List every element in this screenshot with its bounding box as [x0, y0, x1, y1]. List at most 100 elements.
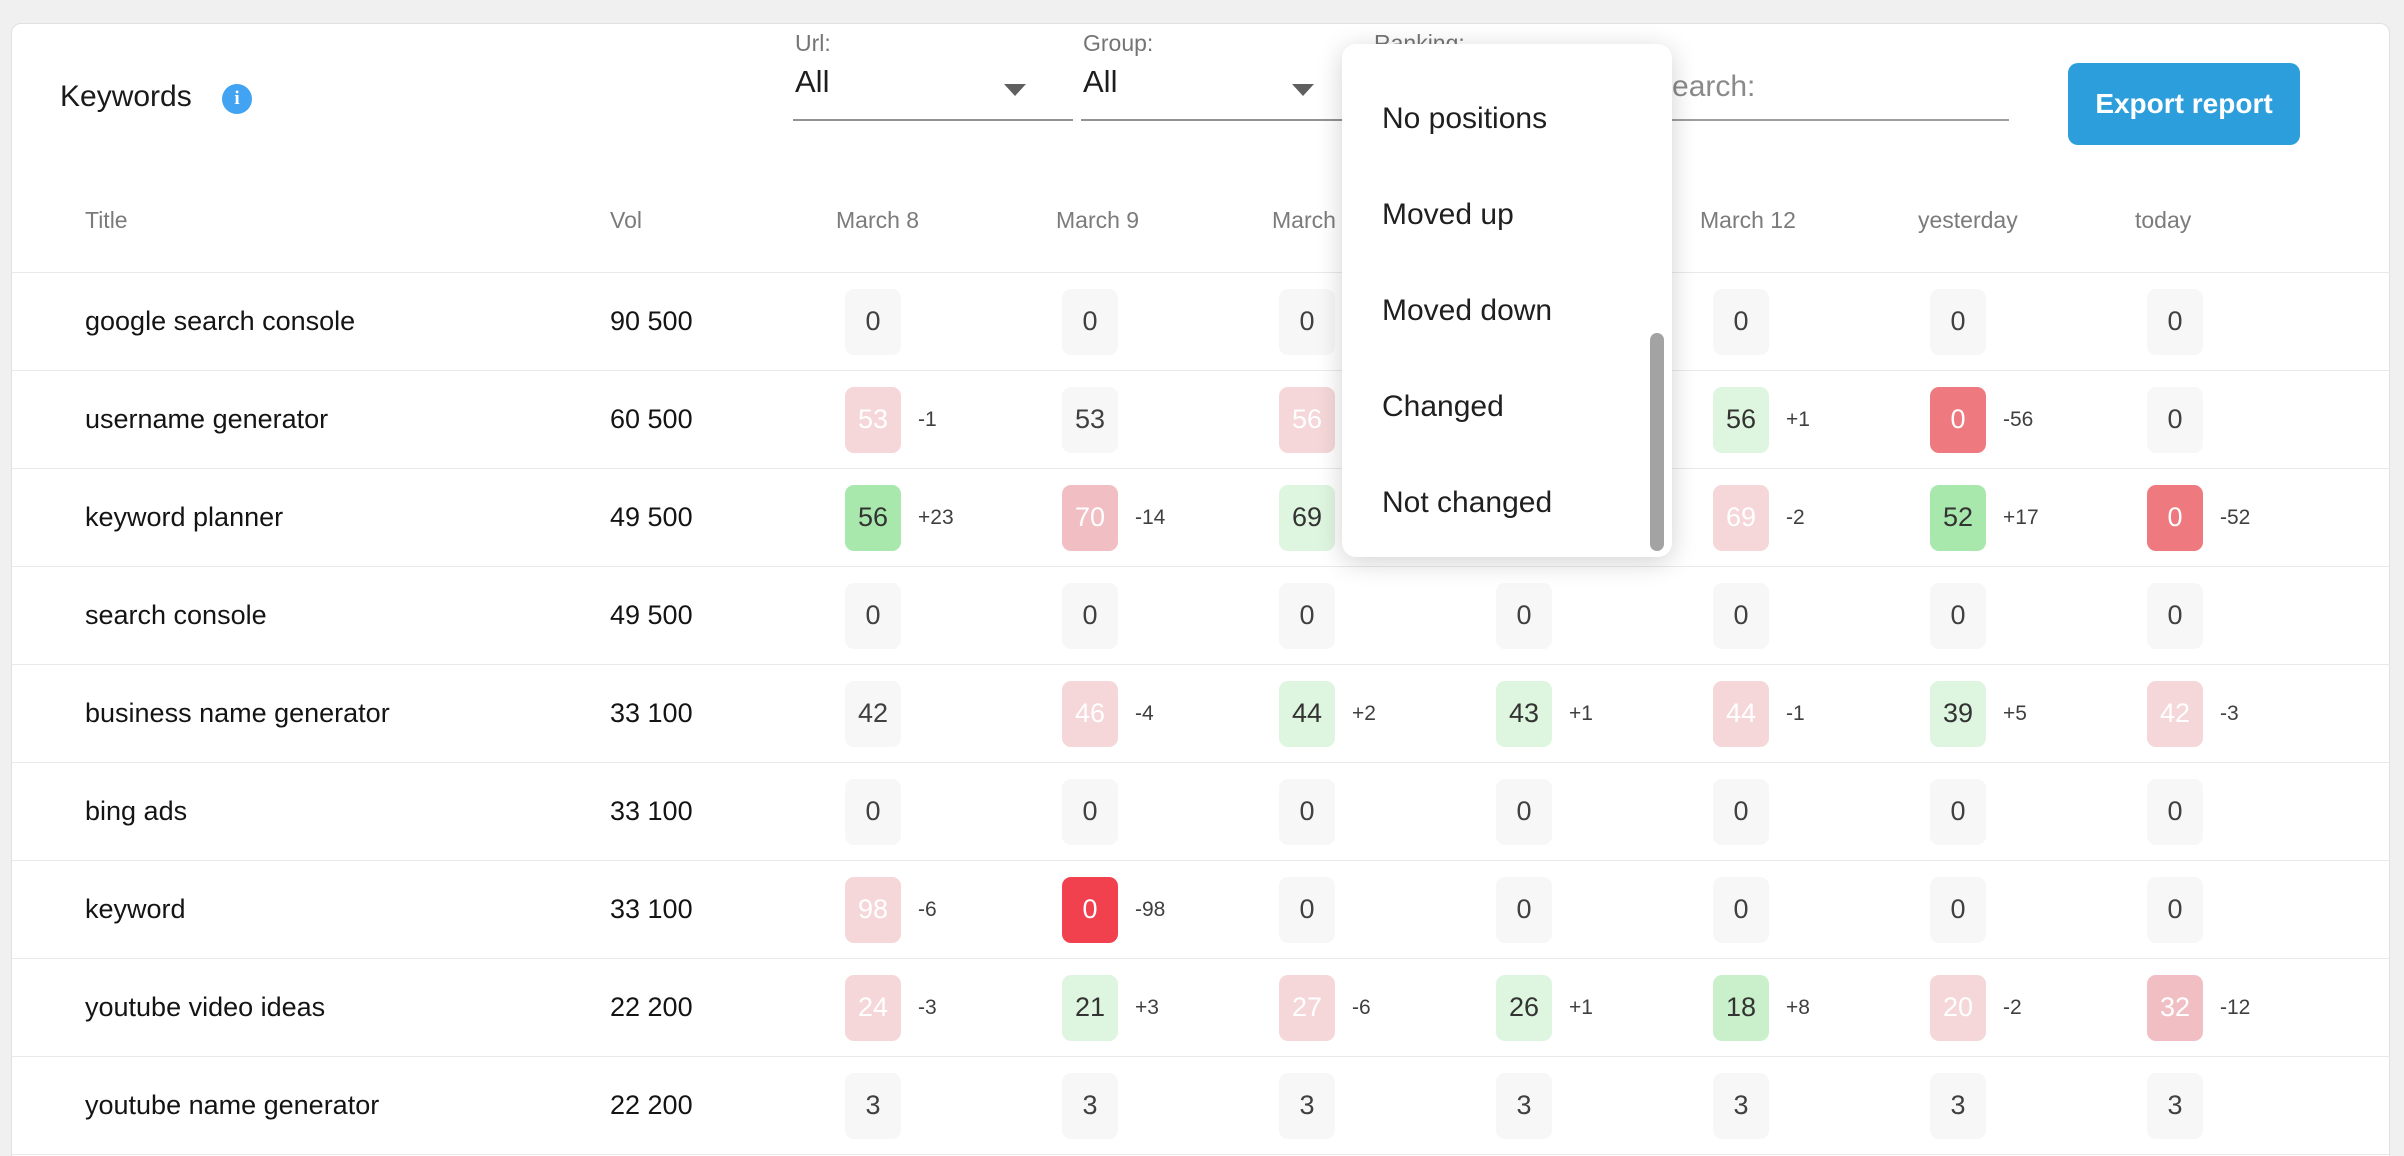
- chevron-down-icon[interactable]: [1004, 84, 1026, 96]
- position-badge: 0: [1713, 778, 1769, 845]
- position-badge: 0: [1713, 288, 1769, 355]
- position-badge: 0: [1930, 876, 1986, 943]
- position-cell-march-8: 0: [845, 763, 918, 860]
- position-cell-march-11: 0: [1496, 567, 1569, 664]
- position-badge: 0: [2147, 778, 2203, 845]
- position-cell-march-11: 26 +1: [1496, 959, 1593, 1056]
- table-row: keyword 33 100 98 -6 0 -98 0 0 0: [11, 861, 2390, 959]
- ranking-menu-item[interactable]: Not changed: [1382, 486, 1553, 519]
- position-cell-march-12: 44 -1: [1713, 665, 1805, 762]
- position-badge: 53: [1062, 386, 1118, 453]
- table-row: business name generator 33 100 42 46 -4 …: [11, 665, 2390, 763]
- position-badge: 18: [1713, 974, 1769, 1041]
- position-cell-yesterday: 52 +17: [1930, 469, 2039, 566]
- position-cell-march-9: 0: [1062, 763, 1135, 860]
- keyword-title: youtube name generator: [85, 1090, 380, 1120]
- ranking-menu-item[interactable]: Moved down: [1382, 294, 1553, 327]
- position-badge: 0: [1713, 582, 1769, 649]
- position-badge: 32: [2147, 974, 2203, 1041]
- keyword-title: keyword planner: [85, 502, 284, 532]
- keyword-title: youtube video ideas: [85, 992, 326, 1022]
- column-header-today: today: [2135, 207, 2192, 233]
- keyword-title: bing ads: [85, 796, 188, 826]
- keyword-volume: 33 100: [610, 796, 693, 826]
- keyword-volume: 33 100: [610, 894, 693, 924]
- position-badge: 42: [2147, 680, 2203, 747]
- keyword-volume: 60 500: [610, 404, 693, 434]
- position-cell-march-8: 53 -1: [845, 371, 937, 468]
- column-header-march-9: March 9: [1056, 207, 1140, 233]
- position-badge: 27: [1279, 974, 1335, 1041]
- position-cell-march-8: 3: [845, 1057, 918, 1154]
- position-badge: 3: [1496, 1072, 1552, 1139]
- position-cell-march-11: 3: [1496, 1057, 1569, 1154]
- position-badge: 0: [1496, 582, 1552, 649]
- position-cell-yesterday: 3: [1930, 1057, 2003, 1154]
- position-cell-march-9: 0 -98: [1062, 861, 1165, 958]
- position-cell-march-8: 42: [845, 665, 918, 762]
- info-icon[interactable]: i: [222, 84, 252, 114]
- position-badge: 0: [845, 582, 901, 649]
- position-cell-yesterday: 20 -2: [1930, 959, 2022, 1056]
- position-badge: 21: [1062, 974, 1118, 1041]
- column-header-vol: Vol: [610, 207, 642, 233]
- position-change: -14: [1135, 505, 1166, 529]
- position-change: +8: [1786, 995, 1810, 1019]
- keyword-volume: 22 200: [610, 992, 693, 1022]
- position-cell-yesterday: 0: [1930, 861, 2003, 958]
- position-change: -2: [2003, 995, 2022, 1019]
- keyword-volume: 49 500: [610, 502, 693, 532]
- position-badge: 46: [1062, 680, 1118, 747]
- keyword-title: keyword: [85, 894, 186, 924]
- position-badge: 3: [1930, 1072, 1986, 1139]
- position-cell-today: 3: [2147, 1057, 2220, 1154]
- position-cell-today: 0: [2147, 763, 2220, 860]
- group-filter-underline: [1081, 119, 1361, 121]
- position-change: -1: [918, 407, 937, 431]
- position-change: +2: [1352, 701, 1376, 725]
- table-row: keyword planner 49 500 56 +23 70 -14 69 …: [11, 469, 2390, 567]
- url-filter-value[interactable]: All: [795, 64, 830, 99]
- position-cell-today: 0: [2147, 861, 2220, 958]
- ranking-menu-item[interactable]: No positions: [1382, 102, 1548, 135]
- ranking-menu-item[interactable]: Moved up: [1382, 198, 1514, 231]
- position-badge: 42: [845, 680, 901, 747]
- keyword-volume: 49 500: [610, 600, 693, 630]
- position-badge: 3: [1279, 1072, 1335, 1139]
- table-row: youtube video ideas 22 200 24 -3 21 +3 2…: [11, 959, 2390, 1057]
- position-badge: 0: [1279, 582, 1335, 649]
- table-row: google search console 90 500 0 0 0 0: [11, 273, 2390, 371]
- position-cell-yesterday: 39 +5: [1930, 665, 2027, 762]
- position-cell-today: 0: [2147, 273, 2220, 370]
- position-badge: 3: [845, 1072, 901, 1139]
- position-badge: 43: [1496, 680, 1552, 747]
- position-badge: 3: [2147, 1072, 2203, 1139]
- position-badge: 52: [1930, 484, 1986, 551]
- position-cell-march-9: 0: [1062, 273, 1135, 370]
- ranking-dropdown-menu: No positions Moved up Moved down Changed Not…: [1342, 44, 1672, 557]
- position-badge: 24: [845, 974, 901, 1041]
- position-cell-march-10: 56: [1279, 371, 1352, 468]
- position-cell-march-10: 27 -6: [1279, 959, 1371, 1056]
- table-row: search console 49 500 0 0 0 0 0: [11, 567, 2390, 665]
- position-cell-march-10: 0: [1279, 861, 1352, 958]
- position-badge: 53: [845, 386, 901, 453]
- position-badge: 69: [1279, 484, 1335, 551]
- group-filter-value[interactable]: All: [1083, 64, 1118, 99]
- position-change: -1: [1786, 701, 1805, 725]
- position-badge: 0: [1062, 778, 1118, 845]
- export-report-button[interactable]: Export report: [2068, 63, 2300, 145]
- menu-scrollbar-thumb[interactable]: [1650, 333, 1664, 551]
- position-change: +1: [1569, 701, 1593, 725]
- keyword-volume: 22 200: [610, 1090, 693, 1120]
- position-cell-march-12: 3: [1713, 1057, 1786, 1154]
- url-filter-underline: [793, 119, 1073, 121]
- position-badge: 0: [1062, 288, 1118, 355]
- ranking-menu-item[interactable]: Changed: [1382, 390, 1504, 423]
- position-cell-march-11: 43 +1: [1496, 665, 1593, 762]
- position-badge: 0: [1496, 876, 1552, 943]
- position-change: +1: [1786, 407, 1810, 431]
- position-cell-march-8: 24 -3: [845, 959, 937, 1056]
- position-badge: 39: [1930, 680, 1986, 747]
- chevron-down-icon[interactable]: [1292, 84, 1314, 96]
